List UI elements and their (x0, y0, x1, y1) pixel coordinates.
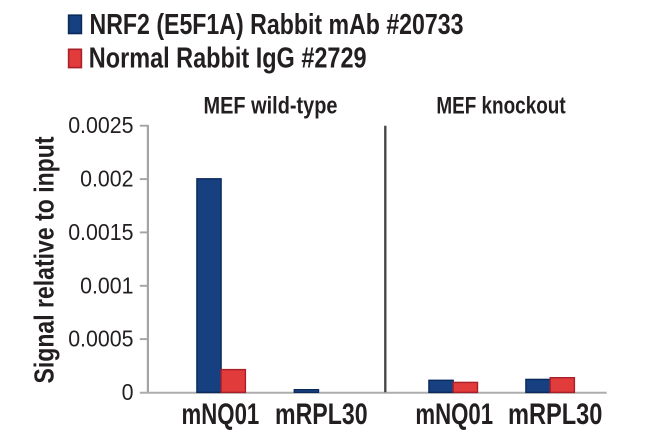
svg-text:mNQ01: mNQ01 (182, 398, 260, 431)
svg-text:0.001: 0.001 (80, 272, 133, 298)
svg-text:mRPL30: mRPL30 (508, 398, 603, 431)
svg-text:mNQ01: mNQ01 (415, 398, 493, 431)
svg-text:0.0015: 0.0015 (68, 219, 133, 245)
svg-text:MEF knockout: MEF knockout (436, 92, 565, 119)
svg-text:Signal relative to input: Signal relative to input (28, 136, 60, 383)
svg-text:0.0025: 0.0025 (68, 112, 133, 138)
svg-text:MEF wild-type: MEF wild-type (204, 92, 338, 119)
svg-text:0.002: 0.002 (80, 166, 133, 192)
svg-text:0: 0 (122, 379, 134, 405)
svg-text:mRPL30: mRPL30 (275, 398, 368, 431)
svg-text:0.0005: 0.0005 (68, 326, 133, 352)
svg-text:NRF2 (E5F1A) Rabbit mAb #20733: NRF2 (E5F1A) Rabbit mAb #20733 (90, 9, 464, 41)
svg-text:Normal Rabbit IgG #2729: Normal Rabbit IgG #2729 (89, 43, 367, 75)
